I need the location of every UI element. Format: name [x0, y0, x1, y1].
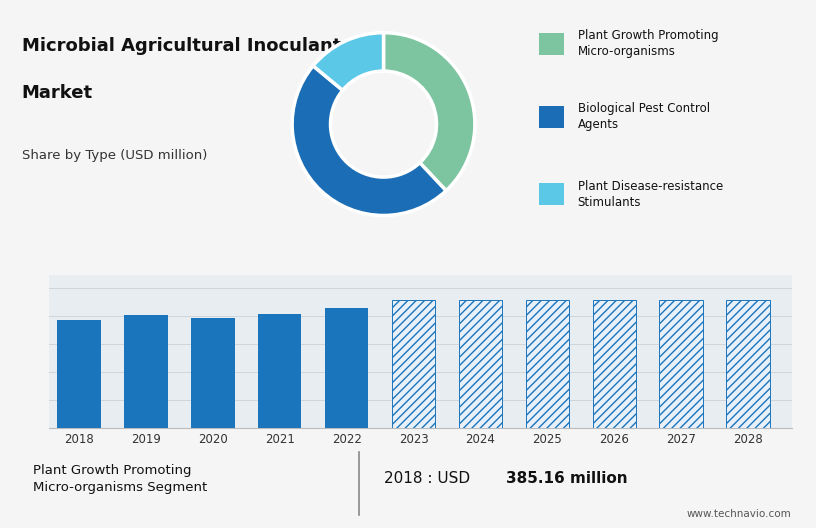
FancyBboxPatch shape — [539, 106, 564, 127]
FancyBboxPatch shape — [539, 33, 564, 55]
Bar — [459, 299, 502, 428]
Wedge shape — [384, 33, 475, 191]
Text: 2018 : USD: 2018 : USD — [384, 471, 475, 486]
Text: Microbial Agricultural Inoculants: Microbial Agricultural Inoculants — [22, 37, 352, 55]
Text: Biological Pest Control
Agents: Biological Pest Control Agents — [578, 102, 710, 131]
Bar — [325, 308, 368, 428]
Bar — [526, 299, 569, 428]
FancyBboxPatch shape — [539, 183, 564, 205]
Wedge shape — [313, 33, 384, 90]
Bar — [726, 299, 769, 428]
Text: Plant Growth Promoting
Micro-organisms: Plant Growth Promoting Micro-organisms — [578, 29, 718, 59]
Text: Share by Type (USD million): Share by Type (USD million) — [22, 149, 207, 162]
Bar — [191, 318, 235, 428]
Wedge shape — [292, 66, 446, 215]
Text: Plant Disease-resistance
Stimulants: Plant Disease-resistance Stimulants — [578, 180, 723, 209]
Bar — [392, 299, 435, 428]
Text: Plant Growth Promoting
Micro-organisms Segment: Plant Growth Promoting Micro-organisms S… — [33, 464, 207, 494]
Bar — [592, 299, 636, 428]
Bar — [258, 314, 301, 428]
Bar — [124, 315, 168, 428]
Bar — [57, 320, 101, 428]
Text: 385.16 million: 385.16 million — [506, 471, 628, 486]
Text: Market: Market — [22, 84, 93, 102]
Text: www.technavio.com: www.technavio.com — [687, 509, 792, 519]
Bar — [659, 299, 703, 428]
